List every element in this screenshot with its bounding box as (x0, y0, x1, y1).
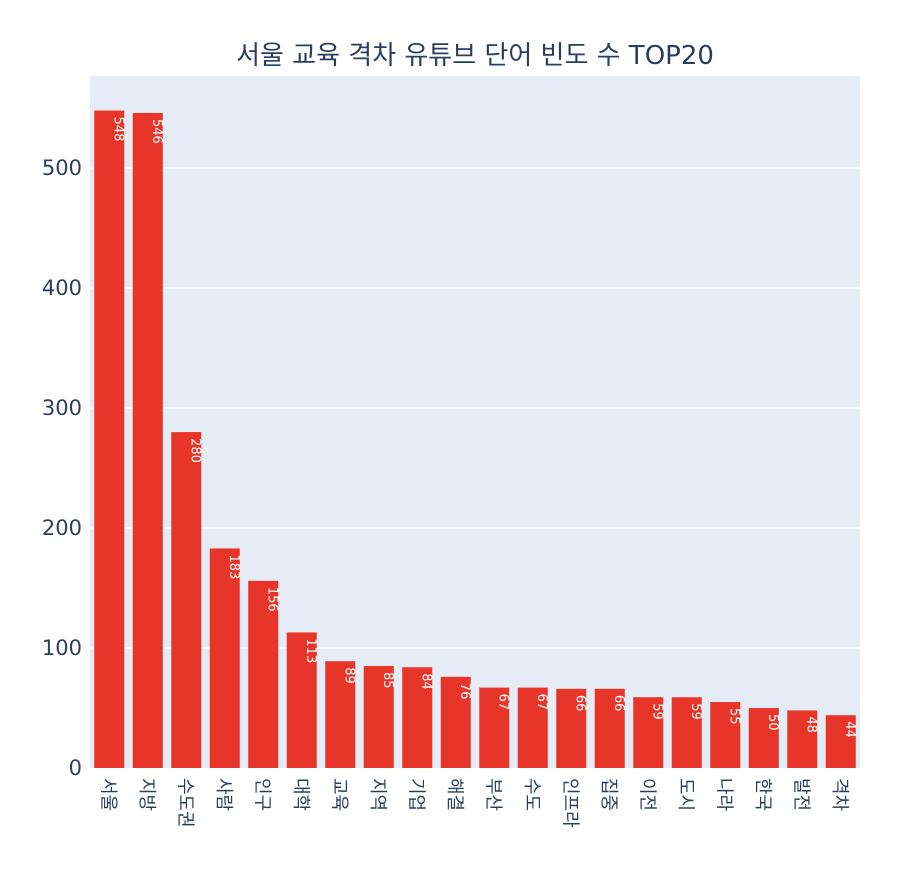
gridlines (90, 167, 860, 649)
bar (671, 697, 702, 768)
x-tick-label: 해결 (444, 778, 465, 811)
bar (556, 688, 587, 768)
bar-value-label: 113 (303, 638, 318, 663)
bar (479, 687, 510, 768)
x-tick-label: 교육 (328, 778, 349, 811)
bar-value-label: 84 (418, 673, 433, 690)
bar (710, 702, 741, 768)
bar-value-label: 66 (572, 695, 587, 712)
x-tick-label: 수도 (521, 778, 542, 811)
x-tick-label: 격차 (829, 778, 850, 812)
bar-value-label: 67 (534, 694, 549, 711)
bar-value-label: 156 (264, 587, 279, 612)
bar-value-label: 548 (110, 117, 125, 142)
bar (787, 710, 818, 768)
bar-value-label: 59 (688, 703, 703, 720)
bar-value-label: 85 (380, 672, 395, 689)
y-tick-label: 400 (42, 276, 82, 300)
x-tick-label: 이전 (636, 778, 657, 811)
x-tick-label: 사람 (213, 778, 234, 811)
x-tick-label: 인프라 (559, 778, 580, 828)
bar-value-label: 55 (726, 708, 741, 725)
bar (132, 112, 163, 768)
bar-value-label: 67 (495, 694, 510, 711)
x-tick-label: 서울 (97, 778, 118, 811)
plot-area (90, 76, 860, 768)
bar-value-label: 89 (341, 667, 356, 684)
bar (171, 432, 202, 768)
bar (94, 110, 125, 769)
x-tick-label: 한국 (752, 778, 773, 811)
bar (517, 687, 548, 768)
y-tick-label: 0 (69, 756, 82, 780)
x-axis-ticks: 서울 지방 수도권 사람 인구 대학 교육 지역 기업 해결 부산 수도 인프라 집중 이전 도시 나라 한국 발전… (97, 778, 850, 828)
chart-title: 서울 교육 격차 유튜브 단어 빈도 수 TOP20 (236, 41, 714, 71)
bar (402, 667, 433, 768)
y-tick-label: 100 (42, 636, 82, 660)
bar-value-label: 280 (187, 438, 202, 463)
bar (633, 697, 664, 768)
bar-value-label: 183 (226, 554, 241, 579)
bar-value-label: 44 (842, 721, 857, 738)
x-tick-label: 부산 (482, 778, 503, 811)
y-axis-ticks: 0 100 200 300 400 500 (42, 156, 82, 780)
y-tick-label: 500 (42, 156, 82, 180)
x-tick-label: 인구 (251, 778, 272, 811)
bar (286, 632, 317, 768)
x-tick-label: 집중 (598, 778, 619, 811)
x-tick-label: 수도권 (174, 778, 195, 828)
bar (594, 688, 625, 768)
y-tick-label: 300 (42, 396, 82, 420)
y-tick-label: 200 (42, 516, 82, 540)
bar-value-label: 50 (765, 714, 780, 731)
x-tick-label: 지역 (367, 778, 388, 811)
x-tick-label: 대학 (290, 778, 311, 811)
bar (440, 676, 471, 768)
x-tick-label: 발전 (790, 778, 811, 811)
bars: 548 546 280 183 156 113 89 85 84 76 67 67 66 66 59 59 55… (94, 110, 857, 769)
bar (325, 661, 356, 768)
bar-value-label: 66 (611, 695, 626, 712)
bar (248, 580, 279, 768)
x-tick-label: 나라 (713, 778, 734, 812)
bar (825, 715, 856, 768)
x-tick-label: 도시 (675, 778, 696, 811)
bar-value-label: 546 (149, 119, 164, 144)
bar (209, 548, 240, 768)
bar (363, 666, 394, 768)
x-tick-label: 기업 (405, 778, 426, 811)
bar (748, 708, 779, 768)
bar-value-label: 59 (649, 703, 664, 720)
bar-value-label: 76 (457, 683, 472, 700)
x-tick-label: 지방 (136, 778, 157, 811)
bar-value-label: 48 (803, 716, 818, 733)
